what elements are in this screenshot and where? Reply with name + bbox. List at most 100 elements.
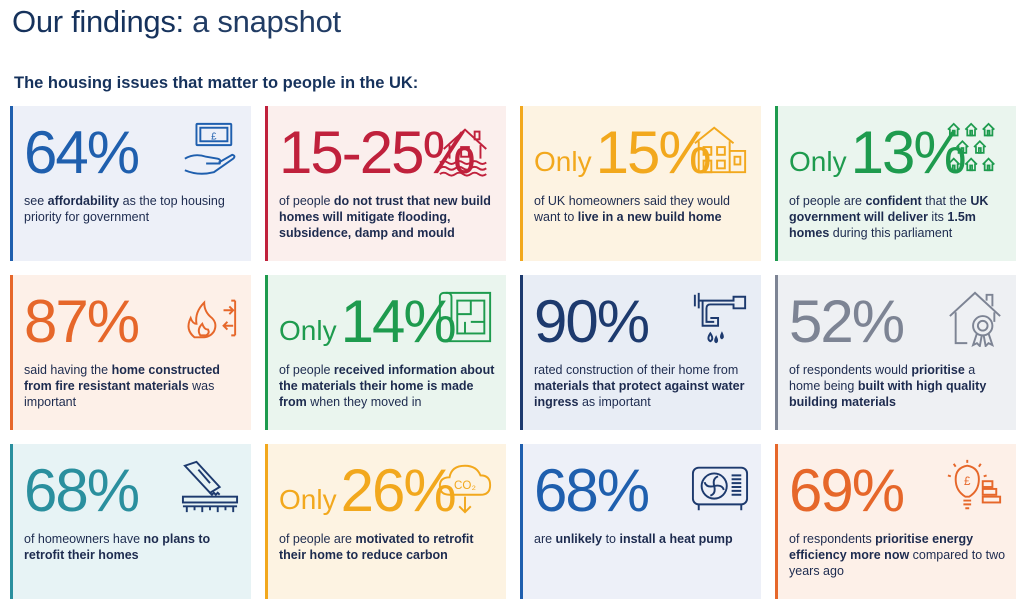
description-emphasis: prioritise energy efficiency more now	[789, 532, 974, 562]
finding-description: rated construction of their home from ma…	[534, 362, 751, 410]
description-text: of UK homeowners said they would want to	[534, 194, 730, 224]
description-emphasis: unlikely	[555, 532, 603, 546]
stat-line: Only 15%	[534, 120, 751, 186]
description-text: rated construction of their home from	[534, 363, 739, 377]
finding-card: 90% rated construction of their home fro…	[520, 275, 761, 430]
stat-value: 64%	[24, 119, 140, 186]
description-emphasis: install a heat pump	[619, 532, 733, 546]
finding-description: of UK homeowners said they would want to…	[534, 193, 751, 225]
stat-value: 68%	[24, 457, 140, 524]
finding-card: Only 26% CO₂ of people are motivated to …	[265, 444, 506, 599]
saw-plank-icon	[181, 458, 239, 516]
finding-description: of people do not trust that new build ho…	[279, 193, 496, 241]
description-emphasis: 1.5m homes	[789, 210, 976, 240]
page-title: Our findings: a snapshot	[12, 4, 341, 39]
stat-value: 69%	[789, 457, 905, 524]
description-text: of homeowners have	[24, 532, 144, 546]
stat-line: Only 26%	[279, 458, 496, 524]
description-text: during this parliament	[829, 226, 953, 240]
finding-card: 64% £ see affordability as the top housi…	[10, 106, 251, 261]
description-text: see	[24, 194, 48, 208]
finding-card: 87% said having the home constructed fro…	[10, 275, 251, 430]
housing-estate-icon	[946, 120, 1004, 178]
description-text: are	[534, 532, 556, 546]
finding-card: 15-25% of people do not trust that new b…	[265, 106, 506, 261]
finding-description: are unlikely to install a heat pump	[534, 531, 751, 547]
stat-value: 26%	[340, 457, 457, 524]
stat-value: 13%	[850, 119, 967, 186]
findings-grid: 64% £ see affordability as the top housi…	[10, 106, 1016, 600]
description-text: was important	[24, 379, 215, 409]
finding-description: of respondents prioritise energy efficie…	[789, 531, 1006, 579]
stat-line: 69%	[789, 458, 1006, 524]
description-emphasis: UK government will deliver	[789, 194, 989, 224]
finding-description: of people are confident that the UK gove…	[789, 193, 1006, 241]
finding-card: Only 15% of UK homeowners said they woul…	[520, 106, 761, 261]
stat-value: 52%	[789, 288, 905, 355]
stat-line: 68%	[24, 458, 241, 524]
stat-line: Only 13%	[789, 120, 1006, 186]
finding-description: of homeowners have no plans to retrofit …	[24, 531, 241, 563]
description-emphasis: confident	[865, 194, 922, 208]
description-emphasis: motivated to retrofit their home to redu…	[279, 532, 474, 562]
stat-value: 90%	[534, 288, 650, 355]
stat-value: 15%	[595, 119, 712, 186]
description-text: of respondents	[789, 532, 876, 546]
stat-value: 87%	[24, 288, 140, 355]
energy-bulb-icon: £	[946, 458, 1004, 516]
stat-line: 52%	[789, 289, 1006, 355]
svg-text:£: £	[211, 131, 217, 142]
finding-card: Only 13% of people are confident that th…	[775, 106, 1016, 261]
description-emphasis: home constructed from fire resistant mat…	[24, 363, 220, 393]
description-text: of people are	[279, 532, 356, 546]
finding-card: Only 14% of people received information …	[265, 275, 506, 430]
description-emphasis: materials that protect against water ing…	[534, 379, 745, 409]
description-text: of respondents would	[789, 363, 912, 377]
stat-value: 68%	[534, 457, 650, 524]
stat-line: 90%	[534, 289, 751, 355]
page-subtitle: The housing issues that matter to people…	[14, 74, 419, 92]
stat-line: 68%	[534, 458, 751, 524]
description-text: as important	[578, 395, 651, 409]
only-label: Only	[279, 315, 337, 346]
description-emphasis: do not trust that new build homes will m…	[279, 194, 491, 240]
only-label: Only	[789, 146, 847, 177]
finding-card: 69% £ of respondents prioritise energy e…	[775, 444, 1016, 599]
finding-card: 52% of respondents would prioritise a ho…	[775, 275, 1016, 430]
stat-line: 15-25%	[279, 120, 496, 186]
leaking-pipe-icon	[691, 289, 749, 347]
description-text: of people	[279, 194, 334, 208]
quality-house-icon	[946, 289, 1004, 349]
description-emphasis: received information about the materials…	[279, 363, 495, 409]
new-build-house-icon	[691, 120, 749, 178]
only-label: Only	[534, 146, 592, 177]
description-emphasis: built with high quality building materia…	[789, 379, 987, 409]
svg-text:£: £	[964, 475, 971, 488]
stat-line: 64%	[24, 120, 241, 186]
co2-cloud-icon: CO₂	[436, 458, 494, 516]
stat-value: 15-25%	[279, 119, 476, 186]
svg-text:CO₂: CO₂	[454, 479, 476, 492]
description-emphasis: no plans to retrofit their homes	[24, 532, 211, 562]
description-text: that the	[921, 194, 971, 208]
finding-description: of respondents would prioritise a home b…	[789, 362, 1006, 410]
stat-value: 14%	[340, 288, 457, 355]
finding-description: of people received information about the…	[279, 362, 496, 410]
description-text: of people are	[789, 194, 866, 208]
heat-pump-icon	[691, 458, 749, 516]
stat-line: 87%	[24, 289, 241, 355]
description-emphasis: prioritise	[911, 363, 965, 377]
description-text: its	[927, 210, 948, 224]
finding-card: 68% of homeowners have no plans to retro…	[10, 444, 251, 599]
finding-description: of people are motivated to retrofit thei…	[279, 531, 496, 563]
description-text: said having the	[24, 363, 112, 377]
money-hand-icon: £	[181, 120, 239, 178]
stat-line: Only 14%	[279, 289, 496, 355]
description-text: as the top housing priority for governme…	[24, 194, 225, 224]
description-text: to	[602, 532, 620, 546]
blueprint-icon	[436, 289, 494, 347]
description-text: compared to two years ago	[789, 548, 1006, 578]
description-text: of people	[279, 363, 334, 377]
flooded-house-icon	[436, 120, 494, 178]
description-text: when they moved in	[306, 395, 422, 409]
